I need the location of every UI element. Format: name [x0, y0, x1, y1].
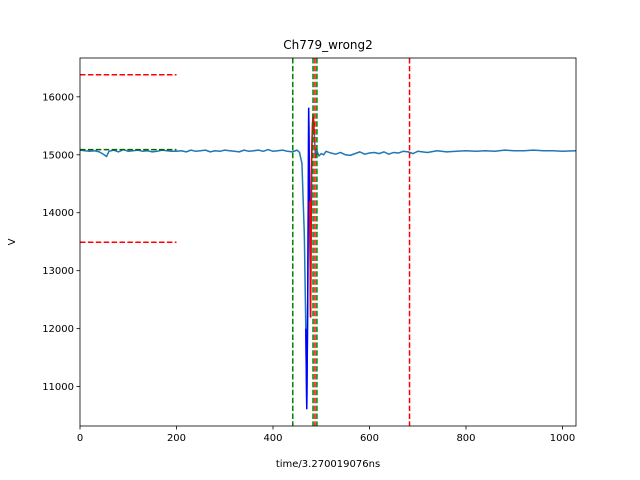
y-tick-label: 15000	[42, 150, 74, 161]
x-axis-label: time/3.270019076ns	[276, 459, 380, 470]
x-tick-label: 400	[263, 433, 282, 444]
y-tick-label: 16000	[42, 92, 74, 103]
y-tick-label: 12000	[42, 324, 74, 335]
y-tick-label: 11000	[42, 382, 74, 393]
x-tick-label: 0	[77, 433, 83, 444]
x-tick-label: 600	[360, 433, 379, 444]
plot-frame	[79, 57, 577, 427]
plot-area	[80, 58, 576, 426]
x-tick-label: 200	[167, 433, 186, 444]
x-tick-label: 800	[456, 433, 475, 444]
y-tick-label: 14000	[42, 208, 74, 219]
x-tick-label: 1000	[550, 433, 575, 444]
plot-clip-group	[80, 58, 576, 426]
y-axis-label: V	[7, 238, 18, 245]
chart-title: Ch779_wrong2	[283, 38, 373, 52]
axes-layer: 0 200 400 600 800 1000 11000 12000 13000 14000 150…	[42, 57, 577, 444]
y-tick-label: 13000	[42, 266, 74, 277]
